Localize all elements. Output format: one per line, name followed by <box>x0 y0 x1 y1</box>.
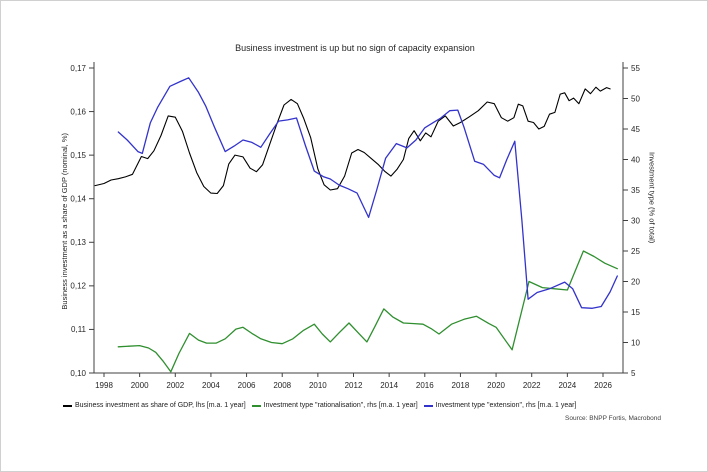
svg-text:2024: 2024 <box>558 381 576 390</box>
svg-text:30: 30 <box>631 216 640 225</box>
svg-text:2026: 2026 <box>594 381 612 390</box>
svg-text:2016: 2016 <box>416 381 434 390</box>
svg-text:10: 10 <box>631 338 640 347</box>
svg-text:2006: 2006 <box>238 381 256 390</box>
svg-text:20: 20 <box>631 277 640 286</box>
svg-text:0,17: 0,17 <box>70 64 86 73</box>
svg-text:2008: 2008 <box>273 381 291 390</box>
svg-text:5: 5 <box>631 369 636 378</box>
legend-label: Investment type "rationalisation", rhs [… <box>263 402 418 409</box>
chart-legend: Business investment as share of GDP, lhs… <box>63 402 663 409</box>
svg-text:45: 45 <box>631 125 640 134</box>
legend-item-extension: Investment type "extension", rhs [m.a. 1… <box>423 402 577 409</box>
svg-text:0,16: 0,16 <box>70 107 86 116</box>
legend-item-rationalisation: Investment type "rationalisation", rhs [… <box>251 402 418 409</box>
svg-text:2020: 2020 <box>487 381 505 390</box>
svg-text:50: 50 <box>631 94 640 103</box>
svg-text:2012: 2012 <box>345 381 363 390</box>
svg-text:1998: 1998 <box>95 381 113 390</box>
svg-text:2018: 2018 <box>452 381 470 390</box>
source-note: Source: BNPP Fortis, Macrobond <box>565 415 661 422</box>
svg-text:0,10: 0,10 <box>70 369 86 378</box>
svg-text:40: 40 <box>631 155 640 164</box>
svg-text:2004: 2004 <box>202 381 220 390</box>
svg-text:2000: 2000 <box>131 381 149 390</box>
svg-text:2022: 2022 <box>523 381 541 390</box>
svg-text:0,12: 0,12 <box>70 282 86 291</box>
svg-text:35: 35 <box>631 186 640 195</box>
legend-label: Investment type "extension", rhs [m.a. 1… <box>435 402 577 409</box>
svg-text:0,13: 0,13 <box>70 238 86 247</box>
svg-text:2010: 2010 <box>309 381 327 390</box>
left-axis-label: Business investment as a share of GDP (n… <box>59 132 69 310</box>
svg-text:55: 55 <box>631 64 640 73</box>
svg-text:2014: 2014 <box>380 381 398 390</box>
svg-text:25: 25 <box>631 247 640 256</box>
svg-text:15: 15 <box>631 308 640 317</box>
svg-text:0,11: 0,11 <box>71 325 87 334</box>
line-swatch-green <box>251 404 261 407</box>
legend-item-gdp-share: Business investment as share of GDP, lhs… <box>63 402 246 409</box>
line-swatch-blue <box>423 404 433 407</box>
chart-title: Business investment is up but no sign of… <box>235 43 475 53</box>
svg-text:0,14: 0,14 <box>70 195 86 204</box>
svg-text:0,15: 0,15 <box>70 151 86 160</box>
legend-label: Business investment as share of GDP, lhs… <box>75 402 246 409</box>
right-axis-label: Investment type (% of total) <box>647 152 657 244</box>
line-swatch-black <box>63 404 72 407</box>
svg-text:2002: 2002 <box>166 381 184 390</box>
